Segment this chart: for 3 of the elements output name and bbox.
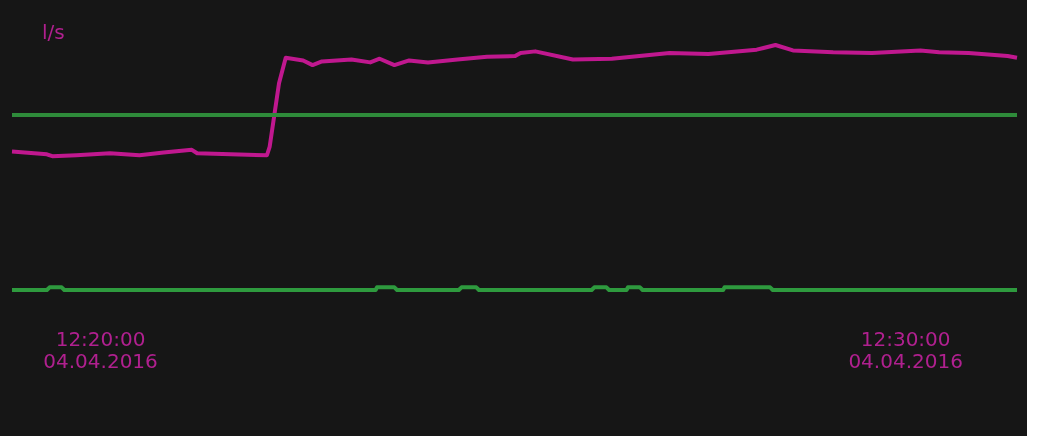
x-tick-label: 12:20:00 04.04.2016: [43, 327, 158, 373]
y-axis-title: l/s: [42, 20, 65, 44]
x-tick-label: 12:30:00 04.04.2016: [848, 327, 963, 373]
